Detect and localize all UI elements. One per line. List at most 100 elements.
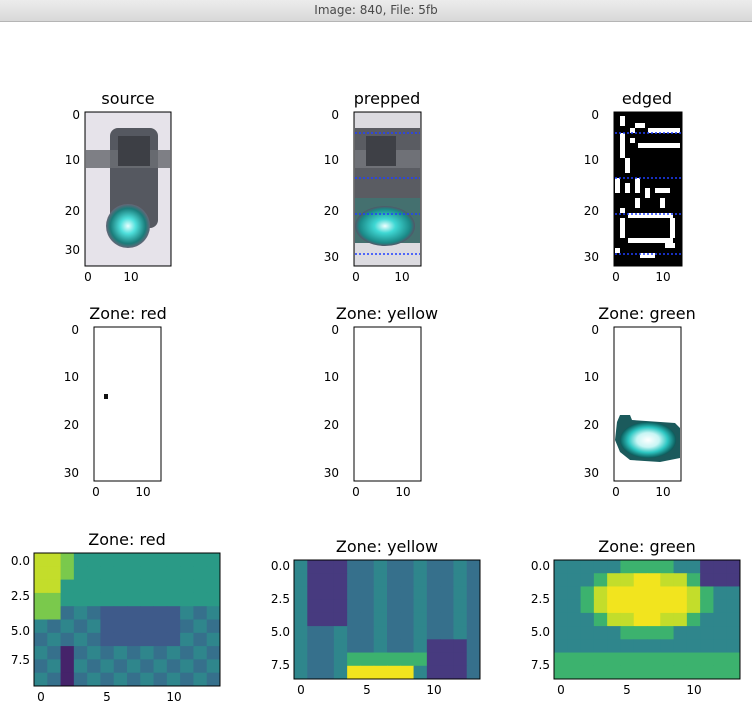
heatmap-cell <box>154 593 168 607</box>
edged-ytick: 30 <box>584 250 599 264</box>
prepped-ytick: 10 <box>324 153 339 167</box>
heatmap-cell <box>674 600 688 614</box>
heatmap-cell <box>180 673 194 687</box>
heatmap-cell <box>387 586 401 600</box>
heatmap-cell <box>47 566 61 580</box>
heatmap-cell <box>61 606 75 620</box>
heatmap-cell <box>47 580 61 594</box>
heatmap-cell <box>321 573 335 587</box>
heatmap-cell <box>347 600 361 614</box>
heatmap-cell <box>307 626 321 640</box>
heatmap-cell <box>467 653 481 667</box>
heatmap-cell <box>700 586 714 600</box>
heatmap-cell <box>193 633 207 647</box>
heatmap-cell <box>700 653 714 667</box>
heatmap-cell <box>427 666 441 680</box>
heatmap-cell <box>647 560 661 574</box>
heatmap-cell <box>100 593 114 607</box>
heatmap-cell <box>440 639 454 653</box>
heatmap-cell <box>594 666 608 680</box>
heatmap-cell <box>387 639 401 653</box>
heatmap-cell <box>467 586 481 600</box>
heatmap-cell <box>467 600 481 614</box>
heatmap-cell <box>634 573 648 587</box>
heatmap-cell <box>647 573 661 587</box>
heatmap-cell <box>374 586 388 600</box>
heatmap-cell <box>727 666 741 680</box>
heatmap-cell <box>74 593 88 607</box>
heatmap-cell <box>607 573 621 587</box>
heatmap-cell <box>674 639 688 653</box>
prepped-ytick: 20 <box>324 204 339 218</box>
prepped-title: prepped <box>354 89 421 108</box>
heatmap-cell <box>581 653 595 667</box>
heat-green-ytick: 0.0 <box>531 559 550 573</box>
heatmap-cell <box>620 560 634 574</box>
heatmap-cell <box>400 573 414 587</box>
heatmap-cell <box>61 593 75 607</box>
heatmap-cell <box>347 613 361 627</box>
heatmap-cell <box>581 600 595 614</box>
source-ytick: 0 <box>72 108 80 122</box>
heatmap-cell <box>334 613 348 627</box>
heatmap-cell <box>467 626 481 640</box>
heatmap-cell <box>713 653 727 667</box>
heatmap-cell <box>607 666 621 680</box>
heatmap-cell <box>634 626 648 640</box>
heatmap-cell <box>100 646 114 660</box>
heatmap-cell <box>61 553 75 567</box>
heatmap-cell <box>61 580 75 594</box>
heatmap-cell <box>567 639 581 653</box>
heatmap-cell <box>207 633 221 647</box>
heatmap-cell <box>140 620 154 634</box>
heatmap-cell <box>193 566 207 580</box>
heatmap-cell <box>594 573 608 587</box>
heatmap-cell <box>647 613 661 627</box>
heatmap-cell <box>334 639 348 653</box>
heatmap-cell <box>193 580 207 594</box>
heat-red-ytick: 0.0 <box>11 554 30 568</box>
heatmap-cell <box>400 626 414 640</box>
heatmap-cell <box>374 613 388 627</box>
heatmap-cell <box>554 626 568 640</box>
heatmap-cell <box>74 553 88 567</box>
heatmap-cell <box>647 653 661 667</box>
heatmap-cell <box>427 573 441 587</box>
heatmap-cell <box>674 573 688 587</box>
heatmap-cell <box>180 659 194 673</box>
heatmap-cell <box>321 600 335 614</box>
heatmap-cell <box>713 666 727 680</box>
heatmap-cell <box>334 586 348 600</box>
heatmap-cell <box>567 573 581 587</box>
heatmap-cell <box>374 560 388 574</box>
heatmap-cell <box>34 566 48 580</box>
heatmap-cell <box>87 593 101 607</box>
heatmap-cell <box>360 666 374 680</box>
heatmap-cell <box>294 600 308 614</box>
heatmap-cell <box>154 566 168 580</box>
heatmap-cell <box>294 586 308 600</box>
heatmap-cell <box>294 626 308 640</box>
heatmap-cell <box>674 586 688 600</box>
heatmap-cell <box>400 586 414 600</box>
heat-green-ytick: 5.0 <box>531 625 550 639</box>
heatmap-cell <box>100 553 114 567</box>
heatmap-cell <box>713 639 727 653</box>
window-titlebar: Image: 840, File: 5fb <box>0 0 752 22</box>
heatmap-cell <box>567 600 581 614</box>
heat-red-title: Zone: red <box>88 530 165 549</box>
heatmap-cell <box>294 639 308 653</box>
heatmap-cell <box>114 553 128 567</box>
heatmap-cell <box>554 573 568 587</box>
heatmap-cell <box>347 573 361 587</box>
heatmap-cell <box>167 620 181 634</box>
heatmap-cell <box>594 639 608 653</box>
heatmap-cell <box>414 600 428 614</box>
heatmap-cell <box>700 560 714 574</box>
heatmap-cell <box>74 620 88 634</box>
heatmap-cell <box>74 606 88 620</box>
heatmap-cell <box>114 633 128 647</box>
heatmap-cell <box>387 626 401 640</box>
heatmap-cell <box>440 573 454 587</box>
heatmap-cell <box>61 646 75 660</box>
